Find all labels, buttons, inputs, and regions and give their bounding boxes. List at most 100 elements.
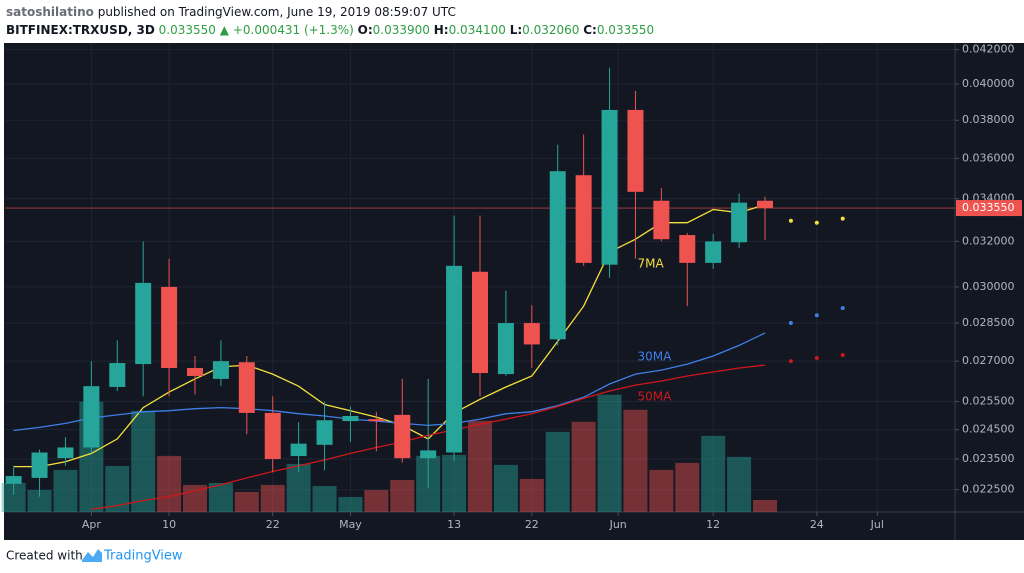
candle-body <box>705 241 722 263</box>
candle-body <box>653 200 670 240</box>
volume-bar <box>675 462 700 512</box>
candle-body <box>238 362 255 413</box>
volume-bar <box>519 478 544 512</box>
ma-projection-dot <box>788 359 793 364</box>
candle-body <box>342 416 359 422</box>
x-tick-label: 24 <box>810 518 824 531</box>
ohlc-label: H: <box>434 23 449 37</box>
ma-projection-dot <box>788 321 793 326</box>
x-tick-label: 12 <box>706 518 720 531</box>
volume-bar <box>53 469 78 512</box>
candle-body <box>264 412 281 460</box>
volume-bar <box>493 464 518 512</box>
candle-body <box>161 286 178 369</box>
ohlc-value: 0.033550 <box>597 23 654 37</box>
y-tick-label: 0.032000 <box>962 234 1015 247</box>
last-price-tag <box>956 200 1022 217</box>
ohlc-label: C: <box>583 23 597 37</box>
volume-bar <box>338 496 363 512</box>
header-line-2: BITFINEX:TRXUSD, 3D 0.033550 ▲ +0.000431… <box>6 23 654 37</box>
volume-bar <box>27 489 52 512</box>
y-tick-label: 0.030000 <box>962 280 1015 293</box>
volume-bar <box>545 431 570 512</box>
volume-bar <box>260 484 285 512</box>
candle-body <box>290 443 307 457</box>
candle-body <box>575 175 592 263</box>
candle-body <box>497 323 514 375</box>
x-tick-label: Jun <box>609 518 627 531</box>
last-price-label: 0.033550 <box>962 201 1015 214</box>
volume-bar <box>442 454 467 512</box>
volume-bar <box>701 435 726 512</box>
x-tick-label: May <box>339 518 362 531</box>
ma-line <box>13 332 766 432</box>
candle-body <box>549 171 566 340</box>
volume-bar <box>727 456 752 512</box>
candle-body <box>523 323 540 345</box>
footer-created: Created with <box>6 549 83 563</box>
ma-projection-dot <box>814 313 819 318</box>
candle-body <box>31 452 48 478</box>
volume-bar <box>468 420 492 512</box>
volume-bar <box>208 482 233 512</box>
ma-projection-dot <box>840 216 845 221</box>
header-line-1: satoshilatino published on TradingView.c… <box>6 5 456 19</box>
volume-bar <box>623 409 648 512</box>
candle-body <box>446 265 463 453</box>
x-tick-label: 10 <box>162 518 176 531</box>
brand-icon <box>82 549 102 562</box>
candle-body <box>212 361 229 379</box>
series-label: 50MA <box>637 390 672 404</box>
volume-bar <box>157 455 182 512</box>
ohlc-value: 0.034100 <box>449 23 506 37</box>
volume-bar <box>131 410 156 512</box>
published: published on TradingView.com, June 19, 2… <box>98 5 456 19</box>
y-tick-label: 0.036000 <box>962 151 1015 164</box>
author: satoshilatino <box>6 5 94 19</box>
volume-bar <box>753 499 777 512</box>
candle-body <box>316 420 333 445</box>
candle-body <box>57 447 74 459</box>
y-tick-label: 0.028500 <box>962 316 1015 329</box>
volume-bar <box>364 489 389 512</box>
candle-body <box>757 200 773 209</box>
x-tick-label: Apr <box>82 518 102 531</box>
ma-projection-dot <box>788 218 793 223</box>
ma-projection-dot <box>840 306 845 311</box>
candle-body <box>187 368 203 376</box>
ma-projection-dot <box>814 356 819 361</box>
y-tick-label: 0.024500 <box>962 423 1015 436</box>
y-tick-label: 0.023500 <box>962 452 1015 465</box>
footer-brand[interactable]: TradingView <box>103 549 183 564</box>
y-tick-label: 0.025500 <box>962 394 1015 407</box>
candle-body <box>394 414 411 459</box>
candle-body <box>368 419 385 422</box>
candle-body <box>83 386 100 448</box>
y-tick-label: 0.042000 <box>962 43 1015 56</box>
ma-projection-dot <box>814 220 819 225</box>
volume-bar <box>571 421 596 512</box>
price: 0.033550 <box>159 23 216 37</box>
candle-body <box>627 109 644 192</box>
candle-body <box>601 109 618 265</box>
volume-bar <box>597 394 622 512</box>
series-label: 30MA <box>637 350 672 364</box>
ohlc-value: 0.033900 <box>373 23 430 37</box>
volume-bar <box>390 479 415 512</box>
volume-bar <box>312 485 337 512</box>
series-label: 7MA <box>637 257 664 271</box>
candle-body <box>679 235 696 263</box>
candle-body <box>731 202 748 243</box>
y-tick-label: 0.038000 <box>962 113 1015 126</box>
x-tick-label: 22 <box>525 518 539 531</box>
y-tick-label: 0.022500 <box>962 483 1015 496</box>
volume-bar <box>234 491 259 512</box>
candle-body <box>472 271 488 374</box>
volume-bar <box>649 469 674 512</box>
y-tick-label: 0.027000 <box>962 354 1015 367</box>
symbol: BITFINEX:TRXUSD, 3D <box>6 23 155 37</box>
x-tick-label: Jul <box>870 518 884 531</box>
candle-body <box>5 476 22 484</box>
